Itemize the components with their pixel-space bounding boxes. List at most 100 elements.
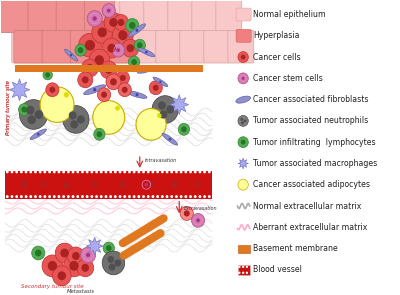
Circle shape: [48, 261, 57, 271]
Circle shape: [45, 73, 50, 77]
Circle shape: [119, 195, 122, 198]
Circle shape: [62, 195, 65, 198]
Text: Normal epithelium: Normal epithelium: [254, 10, 326, 19]
Circle shape: [18, 104, 30, 115]
Circle shape: [26, 106, 34, 115]
Circle shape: [133, 195, 136, 198]
Text: Primary tumour site: Primary tumour site: [6, 80, 11, 135]
Circle shape: [87, 11, 102, 27]
Circle shape: [152, 96, 178, 123]
Circle shape: [208, 195, 211, 198]
Circle shape: [100, 61, 117, 79]
Circle shape: [166, 195, 168, 198]
Circle shape: [128, 56, 140, 68]
Circle shape: [152, 171, 154, 173]
Circle shape: [122, 87, 128, 93]
Text: Hyperplasia: Hyperplasia: [254, 31, 300, 40]
Circle shape: [158, 101, 166, 110]
Circle shape: [184, 171, 187, 173]
Circle shape: [29, 171, 32, 173]
FancyBboxPatch shape: [24, 0, 50, 32]
Circle shape: [10, 171, 13, 173]
Circle shape: [129, 22, 136, 29]
Circle shape: [53, 171, 56, 173]
Circle shape: [189, 195, 192, 198]
Circle shape: [241, 140, 246, 145]
Circle shape: [20, 100, 48, 129]
Circle shape: [136, 93, 138, 96]
Circle shape: [104, 13, 123, 32]
Circle shape: [120, 182, 126, 188]
Circle shape: [34, 171, 37, 173]
Circle shape: [60, 178, 73, 192]
Text: Tumor infiltrating  lymphocytes: Tumor infiltrating lymphocytes: [254, 138, 376, 147]
Circle shape: [95, 171, 98, 173]
Circle shape: [86, 64, 94, 72]
Circle shape: [86, 195, 88, 198]
Circle shape: [92, 22, 112, 43]
Circle shape: [42, 255, 63, 277]
Circle shape: [118, 19, 124, 26]
FancyBboxPatch shape: [42, 30, 72, 63]
FancyBboxPatch shape: [70, 30, 100, 63]
Circle shape: [133, 171, 136, 173]
Circle shape: [172, 182, 178, 188]
Circle shape: [203, 195, 206, 198]
Circle shape: [138, 171, 140, 173]
Circle shape: [82, 76, 89, 83]
Circle shape: [70, 120, 78, 129]
Circle shape: [106, 245, 112, 251]
Circle shape: [159, 81, 162, 83]
Circle shape: [93, 88, 96, 91]
Ellipse shape: [153, 77, 168, 87]
Circle shape: [81, 195, 84, 198]
Circle shape: [109, 195, 112, 198]
Circle shape: [92, 16, 97, 21]
Circle shape: [52, 266, 71, 286]
Circle shape: [116, 71, 130, 85]
Circle shape: [100, 171, 103, 173]
Circle shape: [136, 109, 166, 140]
Circle shape: [175, 171, 178, 173]
Circle shape: [101, 91, 107, 98]
FancyBboxPatch shape: [36, 30, 62, 63]
FancyBboxPatch shape: [216, 0, 242, 32]
FancyBboxPatch shape: [84, 0, 114, 32]
Circle shape: [76, 171, 79, 173]
Circle shape: [85, 40, 95, 50]
Circle shape: [116, 178, 130, 192]
Polygon shape: [238, 158, 248, 169]
Circle shape: [242, 77, 244, 80]
Circle shape: [112, 43, 125, 57]
Text: Tumor associated neutrophils: Tumor associated neutrophils: [254, 117, 369, 125]
Circle shape: [69, 261, 79, 271]
Ellipse shape: [127, 91, 147, 98]
Circle shape: [161, 171, 164, 173]
Circle shape: [107, 44, 116, 53]
Circle shape: [98, 27, 107, 37]
Circle shape: [184, 195, 187, 198]
Circle shape: [119, 171, 122, 173]
Ellipse shape: [138, 47, 155, 57]
Circle shape: [145, 51, 148, 53]
FancyBboxPatch shape: [236, 30, 251, 42]
Circle shape: [29, 195, 32, 198]
Circle shape: [147, 171, 150, 173]
Circle shape: [39, 195, 42, 198]
Circle shape: [170, 171, 173, 173]
Circle shape: [145, 68, 148, 71]
Circle shape: [156, 171, 159, 173]
Circle shape: [77, 115, 85, 124]
Circle shape: [80, 247, 96, 263]
Circle shape: [149, 81, 162, 95]
Circle shape: [98, 88, 111, 101]
Circle shape: [198, 171, 201, 173]
Circle shape: [20, 195, 23, 198]
Text: Cancer stem cells: Cancer stem cells: [254, 74, 323, 83]
Circle shape: [242, 266, 244, 268]
FancyBboxPatch shape: [56, 0, 86, 32]
FancyBboxPatch shape: [84, 30, 110, 63]
Circle shape: [67, 171, 70, 173]
Circle shape: [43, 70, 52, 80]
Circle shape: [46, 83, 59, 97]
